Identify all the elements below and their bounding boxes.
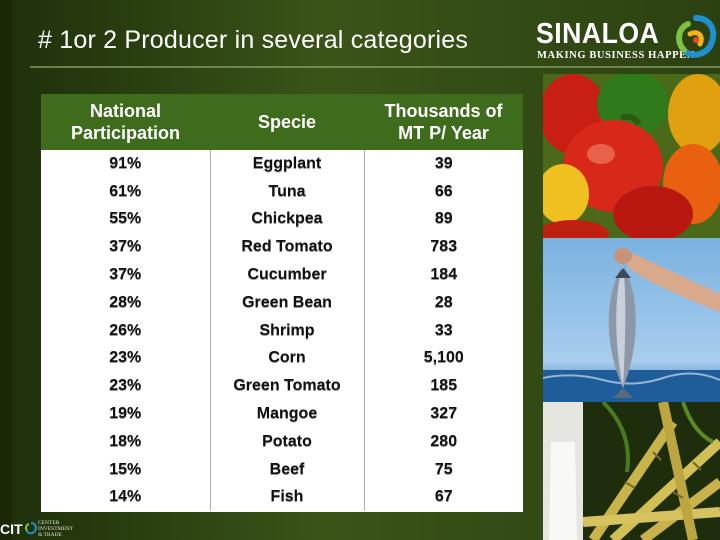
cit-abbr: CIT	[0, 521, 23, 537]
cell-participation: 26%	[109, 321, 142, 339]
cell-specie: Mangoe	[209, 400, 364, 428]
cell-specie: Potato	[209, 427, 364, 456]
cell-volume: 39	[363, 150, 523, 178]
sugarcane-photo	[543, 402, 720, 540]
cell-participation: 23%	[109, 349, 142, 367]
left-accent-bar	[0, 0, 12, 540]
table-row: 18% Potato 280	[41, 427, 523, 456]
table-header-row: National Participation Specie Thousands …	[41, 94, 523, 150]
cell-volume: 66	[363, 177, 523, 206]
table-row: 91% Eggplant 39	[41, 150, 523, 178]
logo-wordmark: SINALOA	[536, 18, 660, 50]
cit-line-2: INVESTMENT	[38, 526, 74, 532]
cell-participation: 37%	[109, 266, 142, 284]
table-row: 37% Cucumber 184	[41, 261, 523, 289]
peppers-photo	[543, 74, 720, 238]
cit-line-3: & TRADE	[38, 532, 62, 538]
header-participation: National Participation	[41, 94, 210, 150]
table-row: 23% Green Tomato 185	[41, 372, 523, 401]
cell-participation: 19%	[109, 405, 142, 423]
cit-swirl-icon	[25, 522, 37, 535]
cell-participation: 55%	[109, 210, 142, 228]
cell-participation: 15%	[109, 460, 142, 478]
cell-volume: 185	[363, 372, 523, 401]
table-row: 23% Corn 5,100	[41, 344, 523, 373]
cell-participation: 61%	[109, 182, 142, 200]
production-table: National Participation Specie Thousands …	[41, 94, 523, 512]
cell-specie: Red Tomato	[209, 233, 364, 262]
cell-volume: 28	[363, 288, 523, 317]
cell-volume: 89	[363, 205, 523, 234]
tuna-photo	[543, 238, 720, 402]
table-row: 14% Fish 67	[41, 483, 523, 512]
cell-specie: Chickpea	[209, 205, 364, 234]
cell-specie: Beef	[209, 455, 364, 484]
cell-volume: 327	[363, 400, 523, 428]
cell-volume: 280	[363, 427, 523, 456]
sinaloa-logo: SINALOA MAKING BUSINESS HAPPEN	[532, 14, 718, 64]
cell-specie: Eggplant	[209, 150, 364, 178]
header-volume: Thousands of MT P/ Year	[364, 94, 523, 150]
cell-volume: 67	[363, 483, 523, 512]
cell-participation: 23%	[109, 377, 142, 395]
cell-volume: 75	[363, 455, 523, 484]
logo-tagline: MAKING BUSINESS HAPPEN	[537, 50, 695, 61]
table-row: 19% Mangoe 327	[41, 400, 523, 428]
slide-title: # 1or 2 Producer in several categories	[38, 26, 469, 54]
table-row: 26% Shrimp 33	[41, 316, 523, 345]
title-divider	[30, 66, 720, 68]
cell-specie: Green Bean	[209, 288, 364, 317]
cell-participation: 37%	[109, 238, 142, 256]
cell-volume: 184	[363, 261, 523, 289]
cell-volume: 33	[363, 316, 523, 345]
cell-volume: 5,100	[363, 344, 523, 373]
cell-participation: 14%	[109, 488, 142, 506]
cell-participation: 28%	[109, 293, 142, 311]
cell-specie: Corn	[209, 344, 364, 373]
cell-volume: 783	[363, 233, 523, 262]
table-row: 55% Chickpea 89	[41, 205, 523, 234]
table-row: 61% Tuna 66	[41, 177, 523, 206]
cell-participation: 18%	[109, 432, 142, 450]
swirl-logo-icon	[676, 15, 717, 58]
cit-logo: CIT CENTER INVESTMENT & TRADE	[0, 518, 80, 540]
cell-participation: 91%	[109, 154, 142, 172]
header-specie: Specie	[210, 94, 364, 150]
table-row: 28% Green Bean 28	[41, 288, 523, 317]
cell-specie: Shrimp	[209, 316, 364, 345]
cell-specie: Fish	[209, 483, 364, 512]
cit-line-1: CENTER	[38, 520, 60, 526]
table-row: 15% Beef 75	[41, 455, 523, 484]
cell-specie: Tuna	[209, 177, 364, 206]
cell-specie: Cucumber	[209, 261, 364, 289]
table-row: 37% Red Tomato 783	[41, 233, 523, 262]
cell-specie: Green Tomato	[209, 372, 364, 401]
